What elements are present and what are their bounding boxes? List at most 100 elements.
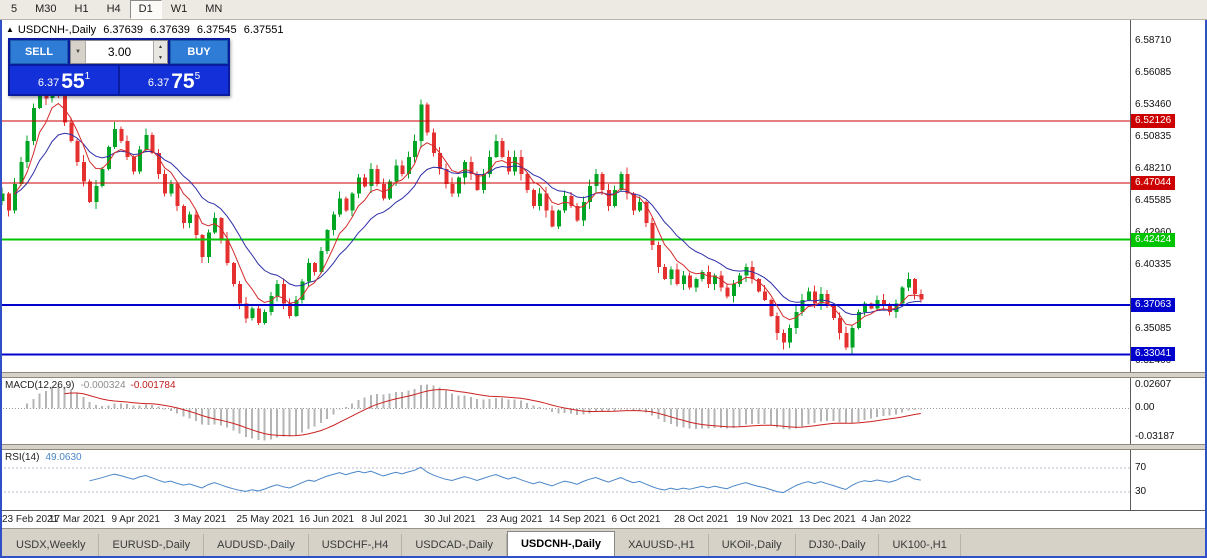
macd-value: -0.000324	[80, 380, 126, 391]
chart-tab-xauusd-h1[interactable]: XAUUSD-,H1	[615, 534, 709, 556]
macd-chart-canvas[interactable]	[0, 378, 1130, 444]
timeframe-button-m30[interactable]: M30	[35, 3, 57, 15]
price-level-badge: 6.33041	[1131, 347, 1176, 362]
ohlc-open: 6.37639	[103, 24, 143, 36]
chart-tab-bar: USDX,Weekly EURUSD-,Daily AUDUSD-,Daily USD…	[0, 528, 1207, 558]
time-axis-label: 16 Jun 2021	[299, 514, 355, 525]
chart-tab-eurusd-daily[interactable]: EURUSD-,Daily	[99, 534, 205, 556]
price-axis-label: 6.45585	[1135, 195, 1172, 207]
chart-tab-usdcad-daily[interactable]: USDCAD-,Daily	[402, 534, 507, 556]
price-axis-label: 6.53460	[1135, 98, 1172, 110]
rsi-pane: 70 30 RSI(14) 49.0630	[0, 450, 1207, 510]
time-axis-label: 8 Jul 2021	[361, 514, 408, 525]
sell-price-big: 55	[61, 70, 85, 93]
price-axis-label: 6.42960	[1135, 227, 1171, 239]
timeframe-button-mn[interactable]: MN	[205, 3, 223, 15]
time-axis-label: 13 Dec 2021	[799, 514, 856, 525]
macd-axis: 0.02607 0.00 -0.03187	[1130, 378, 1207, 444]
macd-axis-label: 0.02607	[1135, 379, 1172, 390]
time-axis-label: 23 Feb 2021	[2, 514, 59, 525]
price-level-badge: 6.37063	[1131, 298, 1176, 313]
window-border-right	[1205, 20, 1207, 558]
timeframe-button-d1[interactable]: D1	[129, 0, 162, 19]
ohlc-close: 6.37551	[243, 24, 284, 36]
time-axis: 23 Feb 2021 17 Mar 2021 9 Apr 2021 3 May 20…	[0, 510, 1207, 528]
sell-price-display[interactable]: 6.37 55 1	[10, 66, 118, 94]
time-axis-label: 23 Aug 2021	[486, 514, 543, 525]
timeframe-button-h1[interactable]: H1	[74, 3, 89, 15]
ohlc-high: 6.37639	[150, 24, 190, 36]
time-axis-label: 19 Nov 2021	[736, 514, 794, 525]
price-axis-label: 6.35085	[1135, 323, 1172, 335]
price-axis: 6.58710 6.56085 6.53460 6.50835 6.48210 6.455…	[1130, 20, 1207, 372]
timeframe-button-h4[interactable]: H4	[106, 3, 121, 15]
volume-stepper: ▲ ▼	[153, 41, 167, 63]
macd-header: MACD(12,26,9) -0.000324 -0.001784	[5, 380, 176, 391]
chart-tab-usdcnh-daily[interactable]: USDCNH-,Daily	[506, 531, 616, 557]
pane-splitter[interactable]	[0, 444, 1207, 450]
ohlc-low: 6.37545	[196, 24, 237, 36]
time-axis-label: 17 Mar 2021	[49, 514, 106, 525]
macd-axis-label: -0.03187	[1135, 431, 1175, 442]
sell-price-prefix: 6.37	[37, 77, 60, 89]
buy-button[interactable]: BUY	[170, 40, 228, 64]
chart-tab-audusd-daily[interactable]: AUDUSD-,Daily	[204, 534, 309, 556]
timeframe-toolbar: 5 M30 H1 H4 D1 W1 MN	[0, 0, 1207, 20]
volume-input[interactable]	[86, 41, 153, 63]
timeframe-button-w1[interactable]: W1	[170, 3, 188, 15]
chart-symbol-label: USDCNH-,Daily	[17, 24, 97, 36]
rsi-axis-label: 30	[1135, 486, 1147, 497]
rsi-axis: 70 30	[1130, 450, 1207, 510]
macd-pane: 0.02607 0.00 -0.03187 MACD(12,26,9) -0.0003…	[0, 378, 1207, 444]
buy-price-big: 75	[171, 70, 195, 93]
price-axis-label: 6.40335	[1135, 259, 1172, 271]
buy-price-display[interactable]: 6.37 75 5	[120, 66, 228, 94]
price-level-badge: 6.42424	[1131, 232, 1176, 247]
time-axis-label: 28 Oct 2021	[674, 514, 729, 525]
price-level-badge: 6.52126	[1131, 114, 1176, 129]
window-border-bottom	[0, 556, 1207, 558]
chart-tab-ukoil-daily[interactable]: UKOil-,Daily	[709, 534, 796, 556]
window-border-left	[0, 20, 2, 558]
rsi-chart-canvas[interactable]	[0, 450, 1130, 510]
macd-signal-value: -0.001784	[130, 380, 176, 391]
macd-indicator-label: MACD(12,26,9)	[5, 380, 75, 391]
macd-axis-label: 0.00	[1135, 402, 1155, 414]
sell-price-sup: 1	[84, 71, 91, 82]
symbol-marker-icon: ▲	[6, 25, 14, 34]
chart-tab-usdx-weekly[interactable]: USDX,Weekly	[3, 534, 100, 556]
volume-control: ▼ ▲ ▼	[70, 40, 168, 64]
price-axis-label: 6.48210	[1135, 162, 1172, 174]
buy-price-prefix: 6.37	[147, 77, 170, 89]
volume-decrease-button[interactable]: ▼	[154, 52, 167, 63]
price-chart-canvas[interactable]	[0, 20, 1130, 372]
buy-price-sup: 5	[194, 71, 201, 82]
time-axis-label: 6 Oct 2021	[611, 514, 661, 525]
chart-tab-usdchf-h4[interactable]: USDCHF-,H4	[309, 534, 403, 556]
rsi-value: 49.0630	[45, 452, 82, 463]
price-axis-label: 6.50835	[1135, 130, 1172, 142]
rsi-header: RSI(14) 49.0630	[5, 452, 82, 463]
time-axis-label: 4 Jan 2022	[861, 514, 912, 525]
timeframe-button-5[interactable]: 5	[11, 3, 18, 15]
time-axis-label: 3 May 2021	[174, 514, 227, 525]
time-axis-label: 25 May 2021	[236, 514, 295, 525]
rsi-axis-label: 70	[1135, 462, 1147, 473]
chart-tab-uk100-h1[interactable]: UK100-,H1	[879, 534, 961, 556]
price-axis-label: 6.56085	[1135, 66, 1172, 78]
volume-increase-button[interactable]: ▲	[154, 41, 167, 52]
chart-ohlc-header: ▲ USDCNH-,Daily 6.37639 6.37639 6.37545 6…	[6, 24, 287, 36]
time-axis-label: 30 Jul 2021	[424, 514, 476, 525]
price-axis-label: 6.58710	[1135, 34, 1172, 46]
time-axis-label: 9 Apr 2021	[111, 514, 160, 525]
chart-tab-dj30-daily[interactable]: DJ30-,Daily	[796, 534, 880, 556]
price-chart-pane: 6.58710 6.56085 6.53460 6.50835 6.48210 6.455…	[0, 20, 1207, 372]
pane-splitter[interactable]	[0, 372, 1207, 378]
sell-button[interactable]: SELL	[10, 40, 68, 64]
rsi-indicator-label: RSI(14)	[5, 452, 40, 463]
price-level-badge: 6.47044	[1131, 176, 1176, 191]
time-axis-label: 14 Sep 2021	[549, 514, 606, 525]
volume-dropdown-button[interactable]: ▼	[71, 41, 86, 63]
